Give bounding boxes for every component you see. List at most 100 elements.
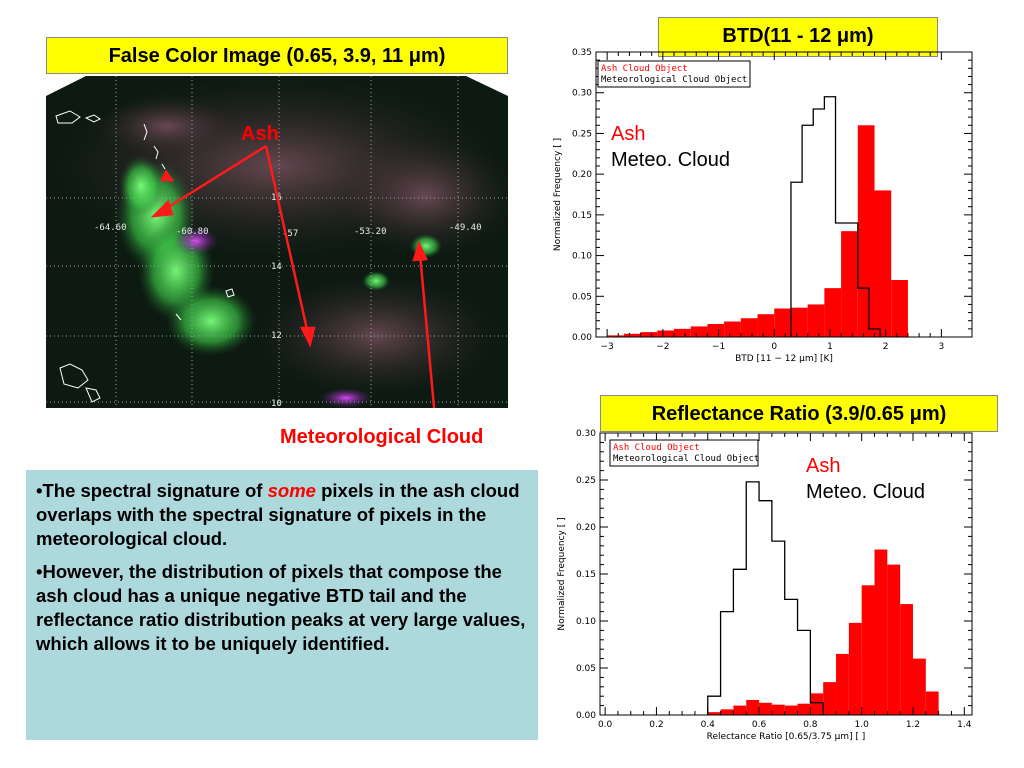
x-tick-label: 3	[938, 342, 944, 352]
ash-histogram-bar	[797, 703, 811, 715]
y-tick-label: 0.15	[572, 211, 592, 221]
x-tick-label: −2	[656, 342, 669, 352]
legend-box	[597, 60, 751, 88]
satellite-image-graphic: -64.60 -60.80 -57 -53.20 -49.40 16 14 12…	[46, 76, 508, 408]
ash-histogram-bar	[925, 691, 939, 715]
ash-histogram-bar	[690, 326, 708, 337]
ash-histogram-bar	[891, 280, 908, 337]
note-text: pixels in the ash cloud overlaps with th…	[36, 480, 520, 549]
btd-chart-title: BTD(11 - 12 μm)	[658, 17, 938, 57]
y-tick-label: 0.05	[576, 664, 596, 674]
ash-histogram-bar	[874, 190, 892, 337]
y-axis-label: Normalized Frequency [ ]	[553, 138, 563, 251]
ash-callout-label: Ash	[241, 123, 279, 145]
ash-histogram-bar	[887, 564, 901, 715]
ash-histogram-bar	[861, 585, 875, 715]
ash-histogram-bar	[673, 328, 691, 337]
ash-histogram-bar	[790, 307, 808, 337]
ash-histogram-bar	[740, 318, 758, 337]
ash-histogram-bar	[607, 335, 624, 337]
ash-histogram-bar	[784, 705, 798, 715]
legend-entry-meteo: Meteorological Cloud Object	[613, 454, 759, 464]
x-axis-label: BTD [11 − 12 μm] [K]	[735, 354, 833, 364]
ash-histogram-bar	[836, 653, 849, 715]
ash-histogram-bar	[759, 702, 772, 715]
x-tick-label: 0.8	[803, 720, 818, 730]
annotation-meteo: Meteo. Cloud	[806, 481, 925, 503]
y-tick-label: 0.30	[576, 429, 596, 439]
ash-histogram-bar	[857, 125, 875, 338]
ash-histogram-bar	[810, 693, 824, 715]
x-tick-label: 0.0	[598, 720, 613, 730]
false-color-satellite-image: -64.60 -60.80 -57 -53.20 -49.40 16 14 12…	[46, 76, 508, 408]
ash-histogram-bar	[707, 323, 725, 337]
reflectance-ratio-chart-title: Reflectance Ratio (3.9/0.65 μm)	[600, 395, 998, 432]
legend-box	[609, 439, 759, 467]
ash-histogram-bar	[823, 682, 837, 715]
ash-histogram-bar	[724, 321, 741, 337]
ash-histogram-bar	[848, 622, 862, 715]
y-tick-label: 0.30	[572, 89, 592, 99]
lon-label: -64.60	[94, 223, 127, 233]
ash-histogram-bar	[874, 549, 888, 715]
x-axis-label: Relectance Ratio [0.65/3.75 μm] [ ]	[707, 732, 866, 742]
ash-histogram-bar	[623, 333, 641, 337]
ash-histogram-bar	[733, 705, 747, 715]
meteo-histogram-line	[790, 96, 881, 337]
ash-histogram-bar	[707, 712, 721, 715]
legend-entry-ash: Ash Cloud Object	[601, 64, 688, 74]
annotation-ash: Ash	[611, 123, 645, 145]
annotation-meteo: Meteo. Cloud	[611, 149, 730, 171]
ash-histogram-bar	[720, 709, 734, 715]
x-tick-label: −1	[712, 342, 725, 352]
y-tick-label: 0.20	[572, 170, 592, 180]
y-tick-label: 0.10	[576, 617, 596, 627]
ash-histogram-bar	[746, 699, 760, 715]
note-paragraph-2: •However, the distribution of pixels tha…	[36, 561, 526, 654]
note-text: •The spectral signature of	[36, 480, 268, 501]
y-tick-label: 0.35	[572, 48, 592, 58]
meteo-histogram-line	[707, 481, 824, 715]
ash-histogram-bar	[771, 704, 785, 715]
lon-label: -60.80	[176, 227, 209, 237]
legend-entry-meteo: Meteorological Cloud Object	[601, 75, 747, 85]
y-tick-label: 0.15	[576, 570, 596, 580]
lat-label: 12	[271, 331, 282, 341]
ash-histogram-bar	[900, 604, 913, 715]
false-color-image-title: False Color Image (0.65, 3.9, 11 μm)	[46, 37, 508, 74]
ash-histogram-bar	[640, 332, 658, 337]
lon-label: -49.40	[449, 223, 482, 233]
y-tick-label: 0.05	[572, 292, 592, 302]
lat-label: 14	[271, 262, 282, 272]
x-tick-label: 1.2	[906, 720, 920, 730]
x-tick-label: −3	[601, 342, 614, 352]
y-tick-label: 0.00	[572, 333, 592, 343]
ash-histogram-bar	[774, 308, 791, 337]
x-tick-label: 0.4	[701, 720, 716, 730]
lon-label: -57	[282, 229, 298, 239]
lat-label: 10	[271, 399, 282, 408]
explanation-notes: •The spectral signature of some pixels i…	[26, 470, 538, 740]
note-paragraph-1: •The spectral signature of some pixels i…	[36, 479, 526, 551]
note-emphasis: some	[267, 480, 316, 501]
x-tick-label: 1	[827, 342, 833, 352]
ash-histogram-bar	[657, 330, 674, 337]
x-tick-label: 2	[883, 342, 889, 352]
meteorological-cloud-callout-label: Meteorological Cloud	[280, 426, 484, 448]
y-tick-label: 0.10	[572, 252, 592, 262]
annotation-ash: Ash	[806, 455, 840, 477]
ash-histogram-bar	[757, 314, 775, 337]
plot-frame	[595, 51, 973, 338]
x-tick-label: 1.4	[957, 720, 972, 730]
ash-histogram-bar	[807, 304, 825, 337]
lon-label: -53.20	[354, 227, 387, 237]
x-tick-label: 0.6	[752, 720, 767, 730]
x-tick-label: 1.0	[855, 720, 870, 730]
y-tick-label: 0.25	[576, 476, 596, 486]
y-tick-label: 0.20	[576, 523, 596, 533]
ash-histogram-bar	[912, 658, 926, 715]
x-tick-label: 0.2	[649, 720, 663, 730]
ash-histogram-bar	[841, 231, 858, 337]
